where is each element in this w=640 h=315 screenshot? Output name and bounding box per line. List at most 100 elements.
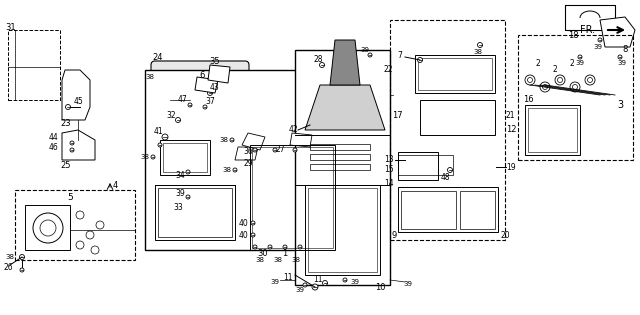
Circle shape	[570, 82, 580, 92]
Circle shape	[273, 148, 277, 152]
Circle shape	[19, 255, 24, 260]
Circle shape	[447, 168, 452, 173]
Text: 34: 34	[175, 170, 185, 180]
Bar	[565, 5, 615, 30]
Circle shape	[86, 231, 94, 239]
Circle shape	[175, 117, 180, 123]
Polygon shape	[242, 133, 265, 150]
Text: 11: 11	[313, 276, 323, 284]
Bar	[25, 205, 70, 250]
Circle shape	[618, 55, 622, 59]
Circle shape	[76, 211, 84, 219]
Bar	[252, 147, 333, 248]
Text: 17: 17	[392, 111, 403, 119]
Text: 31: 31	[5, 22, 15, 32]
Text: 39: 39	[618, 60, 627, 66]
Text: 1: 1	[282, 249, 287, 257]
Bar	[158, 188, 232, 237]
Bar	[398, 187, 498, 232]
Text: 3: 3	[617, 100, 623, 110]
Text: 38: 38	[273, 257, 282, 263]
Circle shape	[319, 62, 324, 67]
Text: 21: 21	[506, 111, 515, 119]
Circle shape	[33, 213, 63, 243]
Bar	[398, 155, 453, 175]
Text: 36: 36	[243, 147, 253, 157]
Text: 39: 39	[271, 279, 280, 285]
Circle shape	[323, 280, 328, 285]
Text: 42: 42	[289, 125, 298, 135]
Text: 33: 33	[173, 203, 183, 211]
Text: 14: 14	[385, 179, 394, 187]
Polygon shape	[600, 17, 635, 47]
Text: 13: 13	[385, 156, 394, 164]
Text: 39: 39	[360, 47, 369, 53]
Circle shape	[96, 221, 104, 229]
Text: 38: 38	[255, 257, 264, 263]
Polygon shape	[145, 70, 305, 250]
Text: 48: 48	[440, 173, 450, 181]
Bar	[418, 58, 492, 90]
Circle shape	[283, 245, 287, 249]
Circle shape	[527, 77, 532, 83]
Text: 39: 39	[403, 281, 413, 287]
Circle shape	[298, 245, 302, 249]
Text: 39: 39	[175, 188, 185, 198]
Circle shape	[251, 233, 255, 237]
Text: 47: 47	[178, 94, 188, 104]
Circle shape	[251, 221, 255, 225]
Text: 27: 27	[275, 145, 285, 153]
Circle shape	[343, 278, 347, 282]
Circle shape	[70, 148, 74, 152]
Text: 15: 15	[385, 165, 394, 175]
Text: 40: 40	[238, 219, 248, 227]
Text: 16: 16	[523, 95, 534, 105]
Text: 7: 7	[397, 50, 403, 60]
Text: 26: 26	[3, 262, 13, 272]
Text: 38: 38	[5, 254, 14, 260]
Bar	[15, 190, 135, 260]
Circle shape	[540, 82, 550, 92]
Text: 28: 28	[313, 54, 323, 64]
Text: 43: 43	[210, 83, 220, 91]
Text: 37: 37	[205, 96, 215, 106]
Text: 38: 38	[474, 49, 483, 55]
Text: 39: 39	[575, 60, 584, 66]
Polygon shape	[195, 77, 218, 93]
Text: 9: 9	[392, 231, 397, 239]
Circle shape	[253, 148, 257, 152]
Polygon shape	[295, 50, 390, 285]
Bar	[308, 188, 377, 272]
Circle shape	[557, 77, 563, 83]
Circle shape	[233, 168, 237, 172]
Text: 4: 4	[113, 180, 118, 190]
Text: 38: 38	[141, 154, 150, 160]
Circle shape	[65, 105, 70, 110]
Text: 41: 41	[153, 128, 163, 136]
Circle shape	[312, 284, 318, 290]
Circle shape	[70, 141, 74, 145]
Circle shape	[477, 43, 483, 48]
Text: 25: 25	[60, 161, 70, 169]
Text: 45: 45	[73, 98, 83, 106]
Text: 10: 10	[375, 284, 385, 293]
Polygon shape	[235, 147, 258, 160]
Text: 2: 2	[552, 66, 557, 75]
Text: 38: 38	[223, 167, 232, 173]
Text: 18: 18	[568, 31, 579, 39]
Polygon shape	[330, 40, 360, 85]
Bar	[163, 143, 207, 172]
Bar	[310, 164, 370, 170]
Text: 11: 11	[284, 272, 293, 282]
Bar	[250, 145, 335, 250]
Circle shape	[417, 58, 422, 62]
Text: 32: 32	[166, 111, 176, 119]
Text: 2: 2	[536, 59, 540, 67]
Polygon shape	[290, 133, 312, 147]
Circle shape	[207, 90, 212, 95]
Bar	[525, 105, 580, 155]
Circle shape	[151, 155, 155, 159]
Bar	[415, 55, 495, 93]
Circle shape	[253, 245, 257, 249]
Bar	[310, 154, 370, 160]
